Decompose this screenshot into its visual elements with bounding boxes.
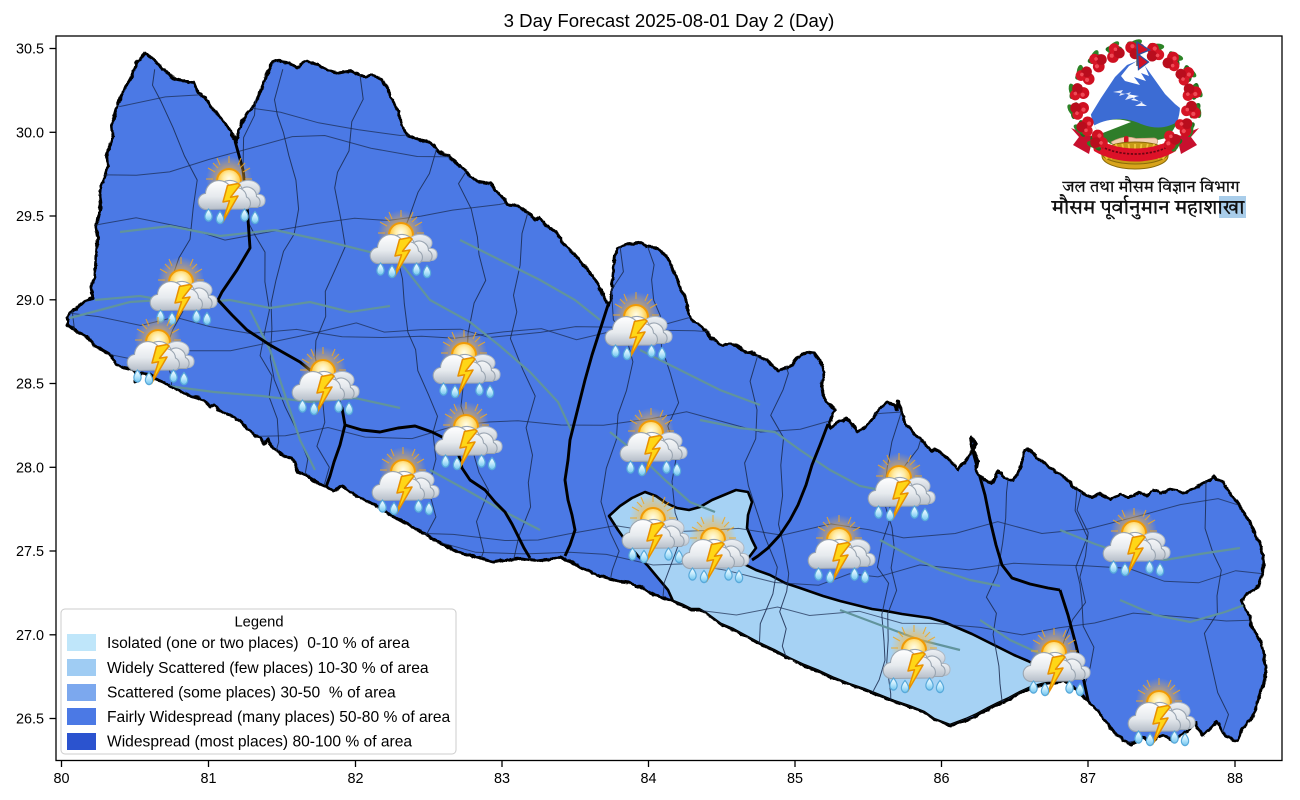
svg-text:Isolated (one or two places): Isolated (one or two places) 0-10 % of a… bbox=[107, 635, 410, 652]
svg-text:81: 81 bbox=[200, 771, 216, 787]
svg-text:Widely Scattered (few places): Widely Scattered (few places) 10-30 % of… bbox=[107, 660, 429, 677]
svg-text:30.0: 30.0 bbox=[16, 125, 44, 141]
svg-text:82: 82 bbox=[347, 771, 363, 787]
svg-text:28.5: 28.5 bbox=[16, 377, 44, 393]
svg-text:Scattered (some places) 30-50: Scattered (some places) 30-50 % of area bbox=[107, 684, 396, 701]
svg-text:Widespread (most places) 80-10: Widespread (most places) 80-100 % of are… bbox=[107, 734, 412, 751]
svg-text:87: 87 bbox=[1080, 771, 1096, 787]
svg-text:86: 86 bbox=[933, 771, 949, 787]
svg-text:80: 80 bbox=[53, 771, 69, 787]
svg-text:29.0: 29.0 bbox=[16, 293, 44, 309]
svg-text:26.5: 26.5 bbox=[16, 712, 44, 728]
svg-text:83: 83 bbox=[494, 771, 510, 787]
svg-text:84: 84 bbox=[640, 771, 656, 787]
svg-text:88: 88 bbox=[1227, 771, 1243, 787]
svg-text:Legend: Legend bbox=[234, 615, 283, 631]
svg-text:30.5: 30.5 bbox=[16, 42, 44, 58]
svg-text:28.0: 28.0 bbox=[16, 460, 44, 476]
svg-text:29.5: 29.5 bbox=[16, 209, 44, 225]
svg-text:85: 85 bbox=[787, 771, 803, 787]
svg-text:Fairly Widespread (many places: Fairly Widespread (many places) 50-80 % … bbox=[107, 709, 451, 726]
svg-text:3 Day Forecast 2025-08-01 Day: 3 Day Forecast 2025-08-01 Day 2 (Day) bbox=[504, 10, 835, 31]
svg-text:27.5: 27.5 bbox=[16, 544, 44, 560]
svg-text:27.0: 27.0 bbox=[16, 628, 44, 644]
